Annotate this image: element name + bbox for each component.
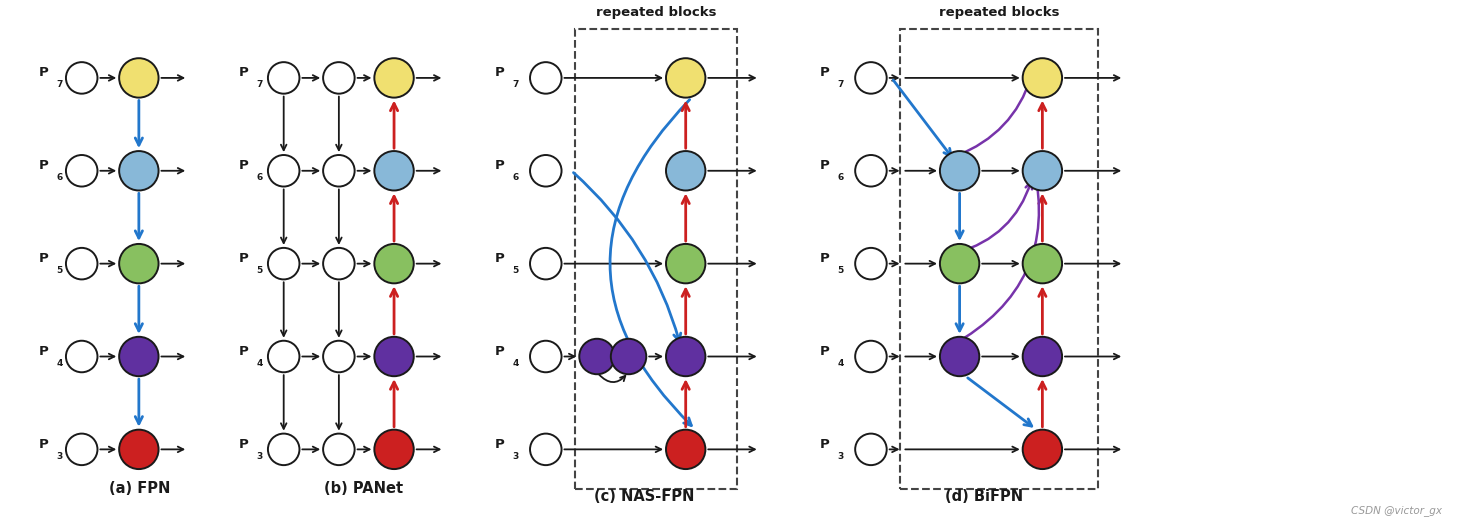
Circle shape <box>66 155 98 187</box>
Text: repeated blocks: repeated blocks <box>939 6 1059 19</box>
Text: P: P <box>495 252 504 265</box>
Circle shape <box>375 151 413 190</box>
Text: P: P <box>820 345 829 358</box>
Circle shape <box>268 62 299 94</box>
Circle shape <box>856 434 886 465</box>
Circle shape <box>324 155 355 187</box>
Text: P: P <box>38 345 48 358</box>
Circle shape <box>1023 58 1062 98</box>
Circle shape <box>1023 151 1062 190</box>
Text: P: P <box>239 438 248 451</box>
Circle shape <box>1023 337 1062 376</box>
Text: 3: 3 <box>56 452 63 461</box>
Text: 4: 4 <box>256 359 262 368</box>
Circle shape <box>530 62 561 94</box>
Circle shape <box>667 244 706 284</box>
Text: 5: 5 <box>838 266 844 275</box>
Circle shape <box>1023 244 1062 284</box>
Circle shape <box>941 244 979 284</box>
Text: P: P <box>820 438 829 451</box>
Circle shape <box>530 434 561 465</box>
Text: P: P <box>38 252 48 265</box>
Circle shape <box>66 62 98 94</box>
Circle shape <box>324 341 355 372</box>
Text: P: P <box>239 252 248 265</box>
Circle shape <box>268 341 299 372</box>
Circle shape <box>119 337 158 376</box>
Circle shape <box>375 337 413 376</box>
Circle shape <box>119 58 158 98</box>
Circle shape <box>530 341 561 372</box>
Circle shape <box>941 337 979 376</box>
Circle shape <box>119 430 158 469</box>
Circle shape <box>856 155 886 187</box>
Circle shape <box>66 248 98 279</box>
Text: (d) BiFPN: (d) BiFPN <box>945 489 1023 504</box>
Circle shape <box>530 248 561 279</box>
Text: 4: 4 <box>838 359 844 368</box>
Text: 6: 6 <box>256 173 262 182</box>
Circle shape <box>667 58 706 98</box>
Text: 5: 5 <box>513 266 519 275</box>
Circle shape <box>119 244 158 284</box>
Text: 6: 6 <box>56 173 63 182</box>
Text: P: P <box>239 159 248 172</box>
Text: P: P <box>820 67 829 79</box>
Circle shape <box>324 62 355 94</box>
Text: P: P <box>820 159 829 172</box>
Text: 5: 5 <box>56 266 63 275</box>
Circle shape <box>66 434 98 465</box>
Text: P: P <box>38 67 48 79</box>
Text: 5: 5 <box>256 266 262 275</box>
Circle shape <box>268 155 299 187</box>
Circle shape <box>579 339 615 374</box>
Circle shape <box>667 151 706 190</box>
Circle shape <box>268 248 299 279</box>
Text: P: P <box>495 67 504 79</box>
Text: 3: 3 <box>838 452 844 461</box>
Circle shape <box>66 341 98 372</box>
Circle shape <box>530 155 561 187</box>
Text: P: P <box>820 252 829 265</box>
Text: 7: 7 <box>838 80 844 89</box>
Text: P: P <box>239 67 248 79</box>
Circle shape <box>667 337 706 376</box>
Circle shape <box>856 341 886 372</box>
Circle shape <box>611 339 646 374</box>
Text: 3: 3 <box>513 452 519 461</box>
Circle shape <box>856 248 886 279</box>
Text: 4: 4 <box>513 359 519 368</box>
Circle shape <box>941 151 979 190</box>
Text: P: P <box>38 159 48 172</box>
Text: 7: 7 <box>513 80 519 89</box>
Circle shape <box>324 434 355 465</box>
Text: P: P <box>495 438 504 451</box>
Circle shape <box>1023 430 1062 469</box>
Text: 3: 3 <box>256 452 262 461</box>
Text: repeated blocks: repeated blocks <box>596 6 716 19</box>
Text: 6: 6 <box>513 173 519 182</box>
Text: 7: 7 <box>56 80 63 89</box>
Circle shape <box>856 62 886 94</box>
Text: (a) FPN: (a) FPN <box>110 481 170 496</box>
Circle shape <box>375 244 413 284</box>
Circle shape <box>375 58 413 98</box>
Text: P: P <box>495 345 504 358</box>
Circle shape <box>119 151 158 190</box>
Text: 7: 7 <box>256 80 262 89</box>
Text: P: P <box>239 345 248 358</box>
Text: (b) PANet: (b) PANet <box>324 481 403 496</box>
Circle shape <box>324 248 355 279</box>
Text: (c) NAS-FPN: (c) NAS-FPN <box>593 489 694 504</box>
Text: CSDN @victor_gx: CSDN @victor_gx <box>1351 506 1443 516</box>
Circle shape <box>667 430 706 469</box>
Text: P: P <box>495 159 504 172</box>
Text: P: P <box>38 438 48 451</box>
Circle shape <box>375 430 413 469</box>
Text: 6: 6 <box>838 173 844 182</box>
Circle shape <box>268 434 299 465</box>
Text: 4: 4 <box>56 359 63 368</box>
